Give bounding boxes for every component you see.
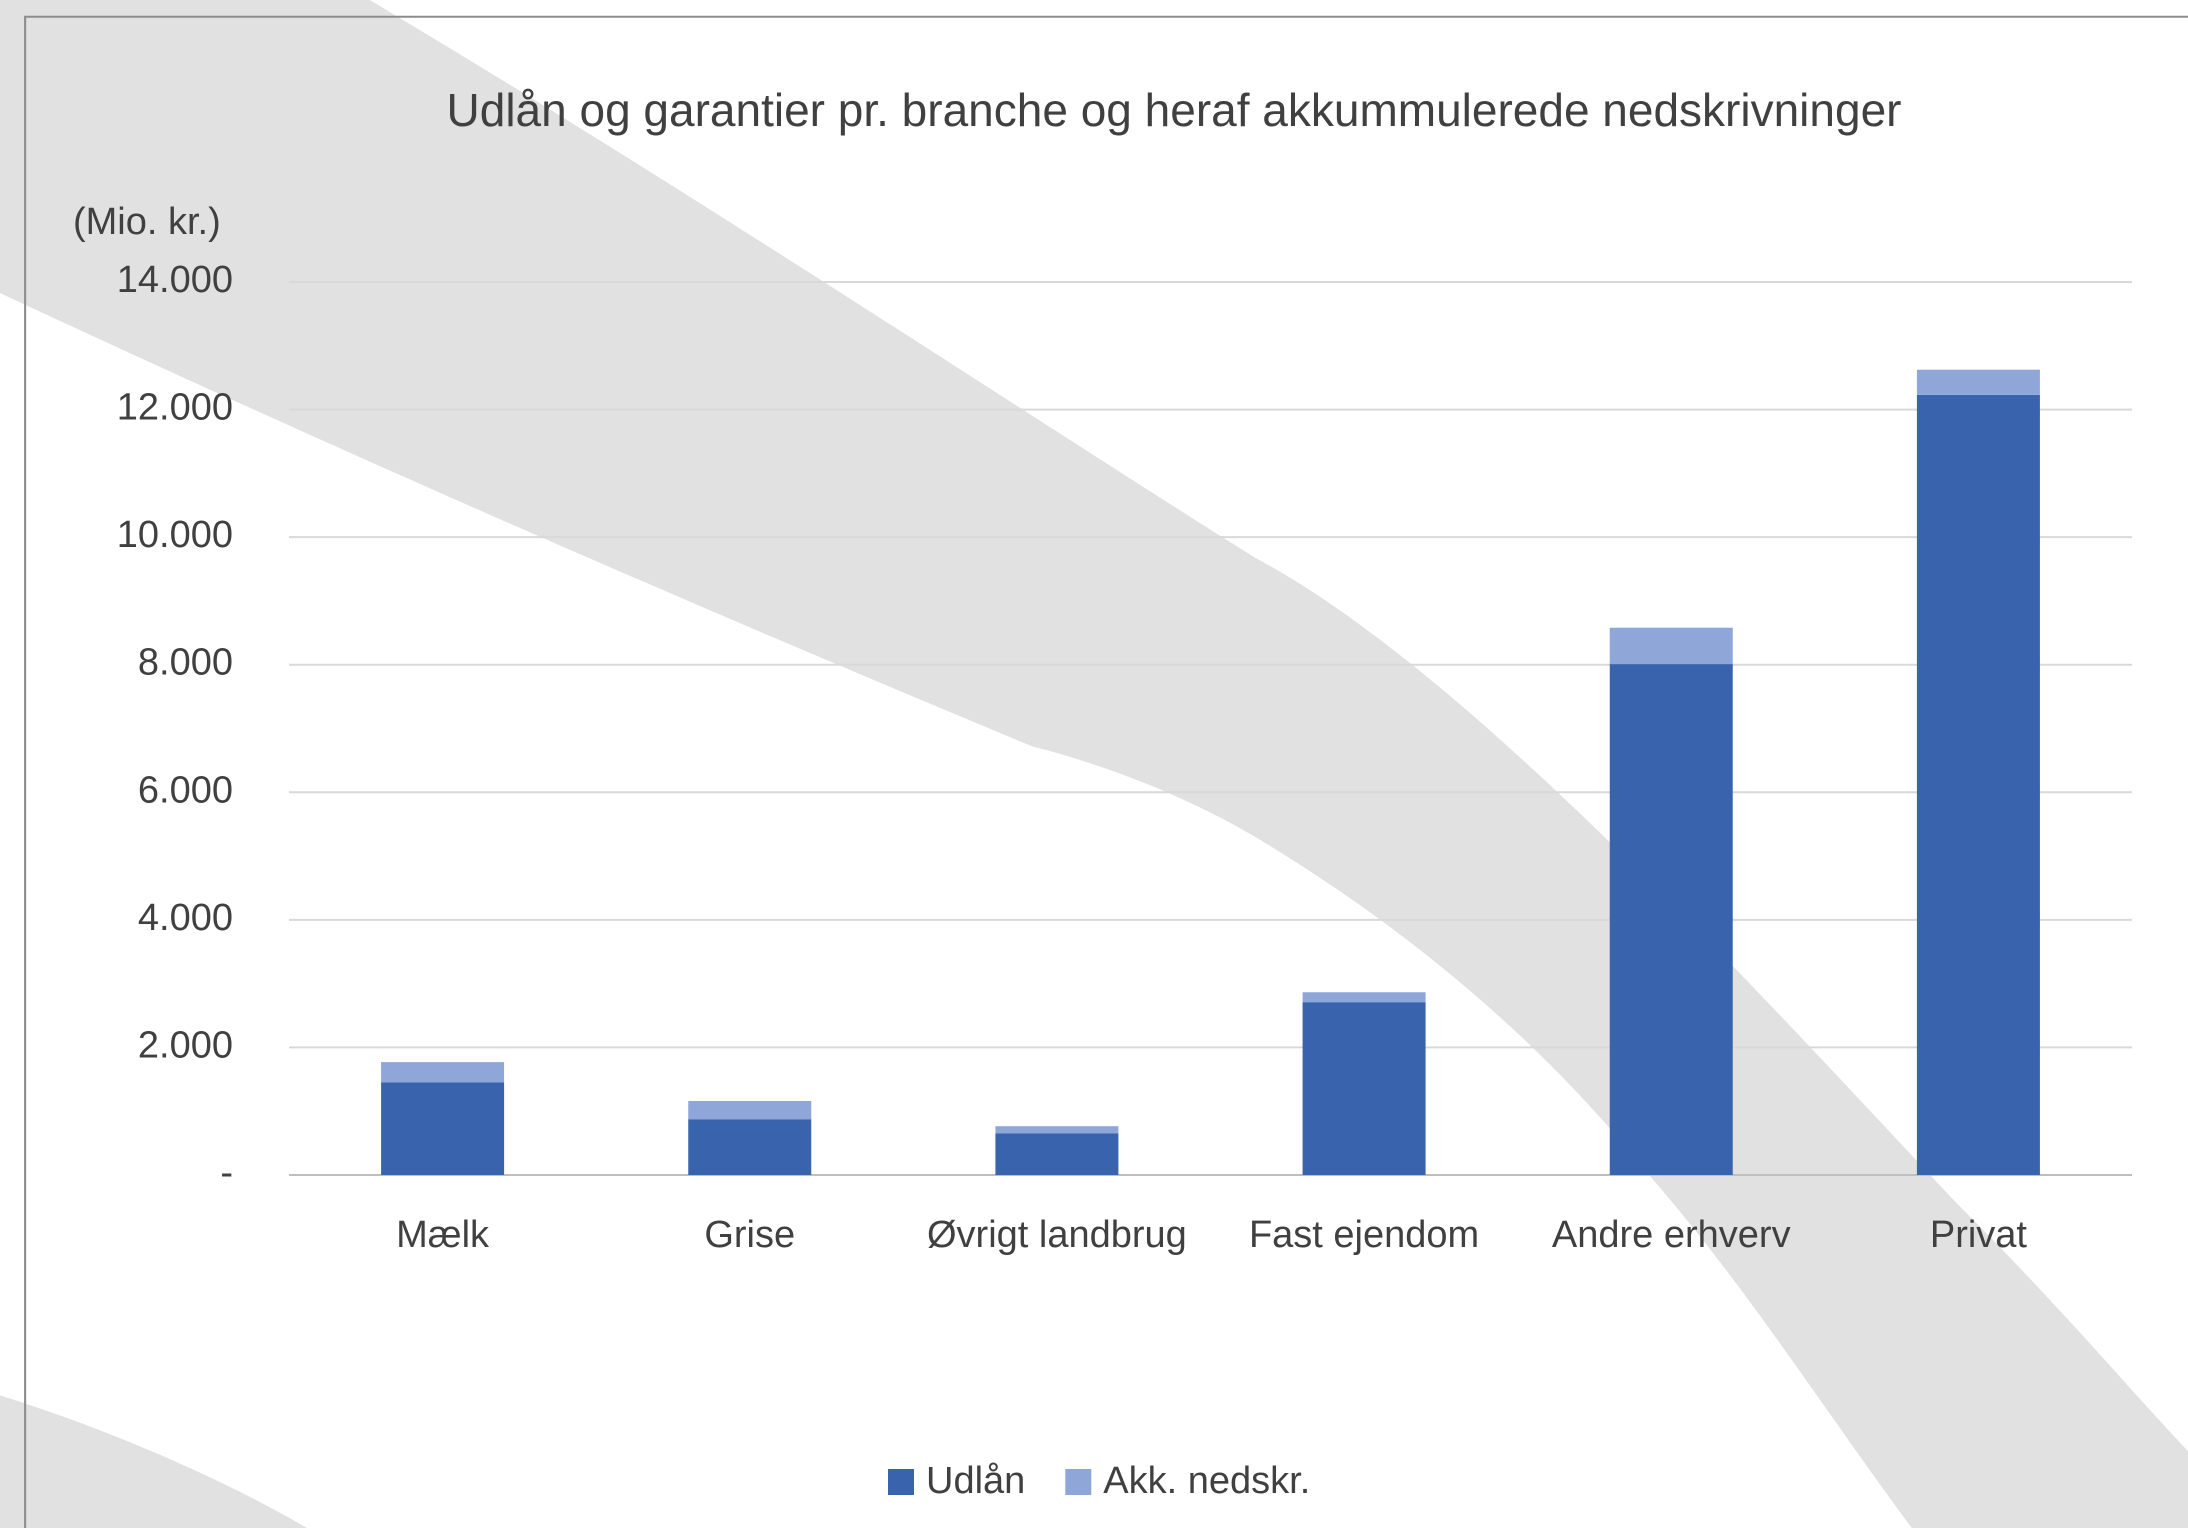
bar-segment: [995, 1133, 1118, 1175]
page: {"chart_data": {"type": "stacked_bar", "…: [0, 0, 2188, 1528]
bar-segment: [1610, 664, 1733, 1175]
x-tick-label: Privat: [1930, 1214, 2028, 1256]
x-tick-label: Grise: [704, 1214, 795, 1256]
y-tick-label: 10.000: [117, 514, 233, 556]
bar-segment: [1303, 992, 1426, 1002]
legend-label: Akk. nedskr.: [1103, 1460, 1310, 1502]
y-tick-label: 14.000: [117, 259, 233, 301]
legend-swatch: [888, 1469, 914, 1495]
x-tick-label: Fast ejendom: [1249, 1214, 1479, 1256]
bar-segment: [995, 1126, 1118, 1133]
chart-title: Udlån og garantier pr. branche og heraf …: [447, 84, 1902, 136]
background-decoration: [0, 0, 2188, 1528]
x-tick-label: Andre erhverv: [1552, 1214, 1791, 1256]
bar-segment: [1303, 1002, 1426, 1175]
y-tick-label: 12.000: [117, 387, 233, 429]
legend-swatch: [1065, 1469, 1091, 1495]
y-tick-label: 8.000: [138, 642, 233, 684]
bar-segment: [381, 1083, 504, 1175]
x-tick-label: Øvrigt landbrug: [927, 1214, 1187, 1256]
y-tick-label: -: [220, 1152, 233, 1194]
bar-segment: [1610, 628, 1733, 664]
bar-segment: [1917, 395, 2040, 1175]
bar-segment: [688, 1101, 811, 1119]
chart: Udlån og garantier pr. branche og heraf …: [0, 0, 2188, 1528]
bar-segment: [688, 1119, 811, 1175]
legend-label: Udlån: [926, 1460, 1025, 1502]
y-tick-label: 4.000: [138, 897, 233, 939]
bar-segment: [381, 1062, 504, 1082]
y-axis-label: (Mio. kr.): [73, 201, 221, 243]
y-tick-label: 6.000: [138, 769, 233, 811]
y-tick-label: 2.000: [138, 1024, 233, 1066]
x-tick-label: Mælk: [396, 1214, 490, 1256]
bar-segment: [1917, 370, 2040, 395]
